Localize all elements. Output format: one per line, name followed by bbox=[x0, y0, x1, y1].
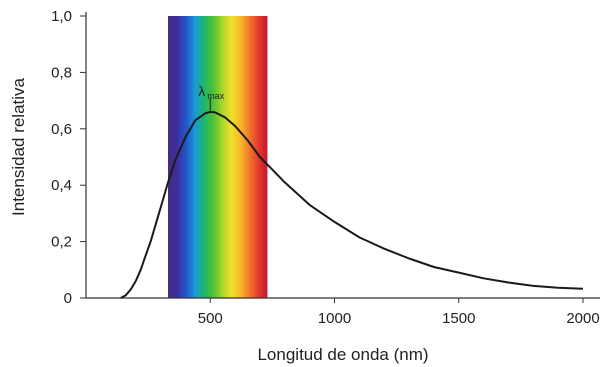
y-tick-label: 0,4 bbox=[51, 177, 72, 194]
y-tick-label: 1,0 bbox=[51, 8, 72, 25]
visible-spectrum-band bbox=[168, 16, 268, 298]
x-tick-label: 1500 bbox=[442, 310, 475, 327]
series bbox=[120, 110, 584, 299]
y-tick-label: 0,6 bbox=[51, 121, 72, 138]
x-axis-label: Longitud de onda (nm) bbox=[257, 345, 428, 364]
axes bbox=[85, 12, 600, 299]
y-tick-label: 0 bbox=[64, 290, 72, 307]
annotations: λ max bbox=[198, 83, 225, 112]
lambda-symbol: λ bbox=[198, 83, 205, 99]
ticks: 0 0,2 0,4 0,6 0,8 1,0 500 1000 1500 2000 bbox=[51, 8, 600, 327]
lambda-subscript: max bbox=[207, 91, 225, 101]
series-line bbox=[120, 110, 584, 299]
y-tick-label: 0,8 bbox=[51, 64, 72, 81]
y-axis-label: Intensidad relativa bbox=[9, 77, 28, 216]
x-tick-label: 500 bbox=[198, 310, 223, 327]
spectrum-rect bbox=[168, 16, 268, 298]
x-tick-label: 1000 bbox=[318, 310, 351, 327]
y-tick-label: 0,2 bbox=[51, 234, 72, 251]
x-tick-label: 2000 bbox=[566, 310, 599, 327]
